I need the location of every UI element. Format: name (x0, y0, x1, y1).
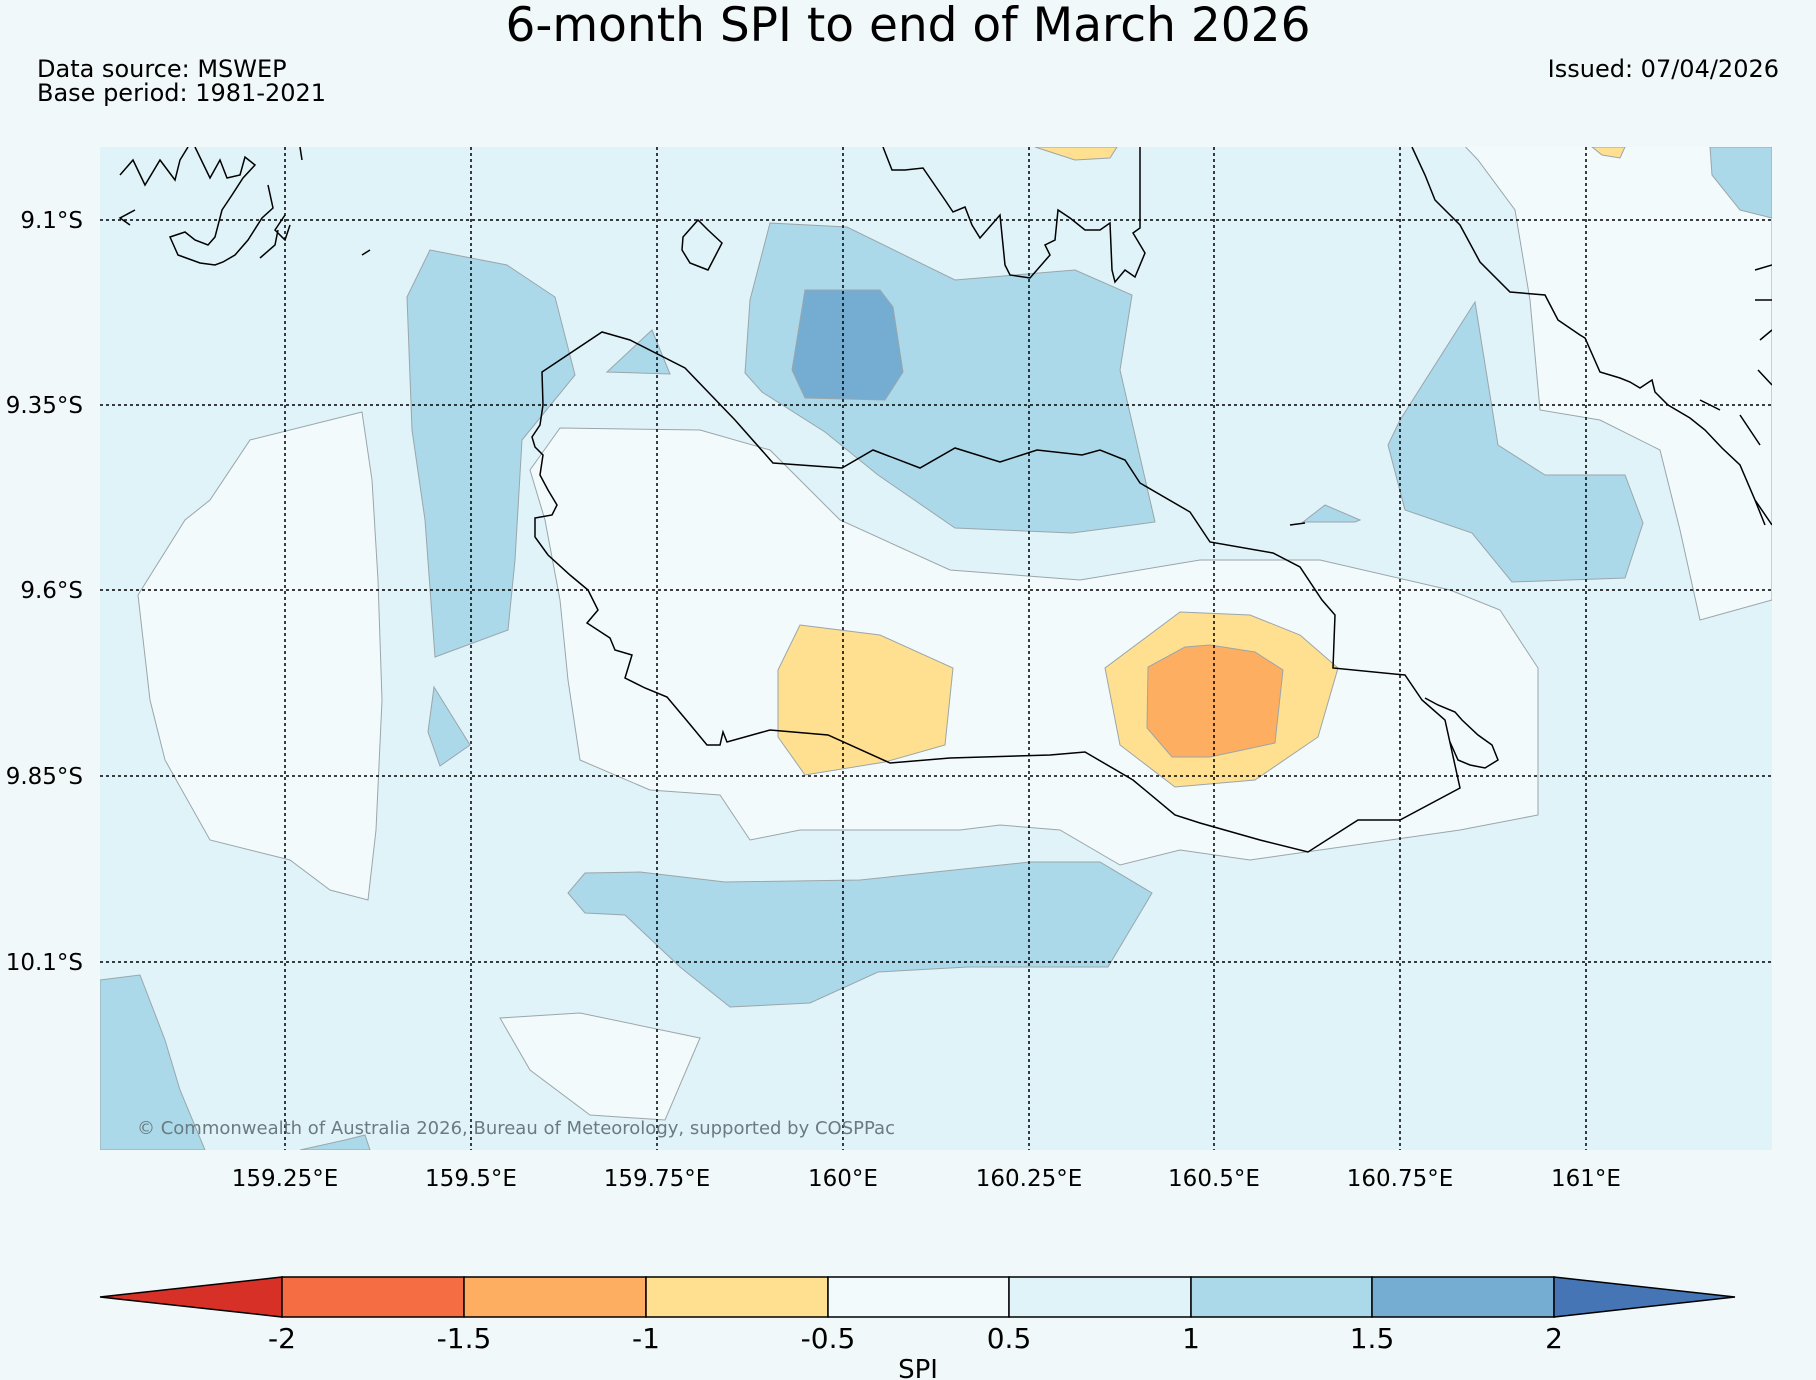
spi-zone-wet-south (567, 861, 1153, 1008)
colorbar-tick-8: 2 (1545, 1322, 1563, 1355)
lon-label-160.75: 160.75°E (1347, 1166, 1454, 1192)
colorbar-bin-6 (1190, 1276, 1373, 1318)
colorbar-tick-1: -2 (268, 1322, 296, 1355)
coastlines (118, 147, 1772, 853)
lat-label-10.1: 10.1°S (6, 950, 83, 976)
base-period-label: Base period: 1981-2021 (37, 79, 327, 107)
lat-label-9.6: 9.6°S (20, 578, 83, 604)
spi-zone-very-dry (1146, 644, 1284, 758)
spi-zone-wet-east-small (1301, 504, 1362, 523)
longitude-labels: 159.25°E 159.5°E 159.75°E 160°E 160.25°E… (232, 1166, 1621, 1192)
spi-zone-wet-southwest (100, 974, 206, 1150)
map-title: 6-month SPI to end of March 2026 (505, 0, 1311, 53)
colorbar-bin-7 (1371, 1276, 1555, 1318)
lat-label-9.35: 9.35°S (6, 393, 83, 419)
colorbar-tick-labels: -2 -1.5 -1 -0.5 0.5 1 1.5 2 SPI (268, 1322, 1563, 1380)
colorbar-tick-3: -1 (632, 1322, 660, 1355)
spi-zone-dry-north-edge (1034, 147, 1118, 161)
spi-zone-near-normal-west (137, 411, 383, 901)
spi-zone-very-wet (791, 289, 904, 401)
spi-contours (100, 147, 1772, 1150)
coastline-savo (1411, 147, 1772, 526)
colorbar-bin-1 (281, 1276, 465, 1318)
colorbar-bin-5 (1008, 1276, 1192, 1318)
lon-label-160.25: 160.25°E (976, 1166, 1083, 1192)
spi-zone-near-normal-east (1464, 147, 1772, 621)
issued-date-label: Issued: 07/04/2026 (1547, 55, 1779, 83)
spi-zone-near-normal-south (499, 1012, 701, 1121)
coastline-russell (118, 147, 371, 266)
lat-label-9.85: 9.85°S (6, 764, 83, 790)
lon-label-159.25: 159.25°E (232, 1166, 339, 1192)
lon-label-161: 161°E (1551, 1166, 1621, 1192)
colorbar-tick-4: -0.5 (801, 1322, 856, 1355)
lat-label-9.1: 9.1°S (20, 208, 83, 234)
spi-zone-dry-west (777, 624, 954, 776)
colorbar-extend-low (99, 1276, 283, 1318)
colorbar-tick-6: 1 (1182, 1322, 1200, 1355)
lon-label-159.75: 159.75°E (604, 1166, 711, 1192)
lon-label-160.5: 160.5°E (1168, 1166, 1260, 1192)
colorbar-bin-3 (645, 1276, 829, 1318)
colorbar-extend-high (1553, 1276, 1736, 1318)
lon-label-160: 160°E (808, 1166, 878, 1192)
map-panel (100, 147, 1772, 1150)
spi-zone-wet-east (1387, 300, 1644, 583)
spi-zone-wet-west (406, 249, 576, 658)
lon-label-159.5: 159.5°E (425, 1166, 517, 1192)
colorbar-tick-5: 0.5 (987, 1322, 1032, 1355)
colorbar-tick-7: 1.5 (1350, 1322, 1395, 1355)
coastline-guadalcanal (531, 331, 1461, 853)
copyright-notice: © Commonwealth of Australia 2026, Bureau… (137, 1118, 895, 1139)
spi-zone-wet-west-small (427, 685, 471, 767)
gridlines (100, 147, 1772, 1150)
colorbar-tick-2: -1.5 (437, 1322, 492, 1355)
colorbar-bin-2 (463, 1276, 647, 1318)
colorbar-title: SPI (898, 1355, 938, 1380)
colorbar-bin-4 (827, 1276, 1010, 1318)
colorbar (99, 1276, 1736, 1318)
data-source-label: Data source: MSWEP (37, 55, 287, 83)
spi-zone-wet-northeast (1709, 147, 1772, 219)
coastline-tulagi (681, 218, 723, 271)
spi-zone-wet-south-edge (299, 1134, 371, 1150)
latitude-labels: 9.1°S 9.35°S 9.6°S 9.85°S 10.1°S (6, 208, 83, 976)
coastline-ngella (882, 147, 1146, 284)
spi-zone-wet-north-small (605, 329, 671, 375)
spi-zone-dry-northeast-edge (1591, 147, 1626, 159)
